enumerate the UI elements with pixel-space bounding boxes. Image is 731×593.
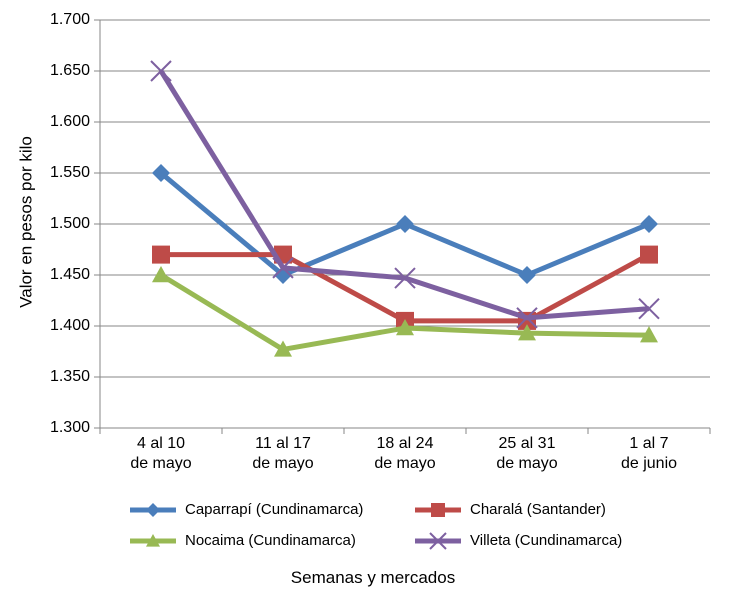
- x-tick-label: 18 al 24 de mayo: [374, 435, 435, 472]
- y-tick-label: 1.350: [50, 368, 90, 385]
- series-layer: [150, 60, 660, 357]
- legend-item: Caparrapí (Cundinamarca): [130, 501, 363, 518]
- x-axis-title: Semanas y mercados: [291, 568, 455, 587]
- x-tick-labels: 4 al 10 de mayo 11 al 17 de mayo 18 al 24 de …: [130, 435, 677, 472]
- data-point-diamond: [396, 215, 414, 233]
- series-line: [161, 252, 651, 324]
- data-point-x: [429, 532, 447, 550]
- y-tick-label: 1.600: [50, 113, 90, 130]
- series-3: [152, 266, 658, 357]
- y-tick-label: 1.450: [50, 266, 90, 283]
- legend: Caparrapí (Cundinamarca) Charalá (Santand…: [130, 501, 622, 550]
- series-1: [152, 164, 658, 284]
- data-point-diamond: [152, 164, 170, 182]
- data-point-diamond: [146, 503, 160, 517]
- y-tick-label: 1.550: [50, 164, 90, 181]
- data-point-x: [394, 267, 416, 289]
- y-tick-label: 1.400: [50, 317, 90, 334]
- legend-label: Caparrapí (Cundinamarca): [185, 501, 363, 518]
- x-tick-label: 11 al 17 de mayo: [252, 435, 313, 472]
- gridlines: [100, 19, 710, 378]
- data-point-diamond: [640, 215, 658, 233]
- data-point-triangle: [152, 266, 170, 283]
- data-point-square: [152, 245, 170, 264]
- axes: [94, 19, 711, 434]
- x-tick-label: 25 al 31 de mayo: [496, 435, 557, 472]
- legend-label: Villeta (Cundinamarca): [470, 532, 622, 549]
- data-point-square: [431, 503, 445, 517]
- legend-label: Charalá (Santander): [470, 501, 606, 518]
- y-tick-label: 1.300: [50, 419, 90, 436]
- series-4: [150, 60, 660, 329]
- y-axis-title: Valor en pesos por kilo: [16, 136, 35, 308]
- legend-item: Nocaima (Cundinamarca): [130, 532, 356, 549]
- x-tick-label: 1 al 7 de junio: [621, 435, 677, 472]
- data-point-x: [516, 307, 538, 329]
- y-tick-label: 1.650: [50, 62, 90, 79]
- y-tick-label: 1.500: [50, 215, 90, 232]
- legend-label: Nocaima (Cundinamarca): [185, 532, 356, 549]
- series-line: [158, 69, 650, 321]
- legend-item: Charalá (Santander): [415, 501, 606, 518]
- data-point-triangle: [146, 534, 160, 547]
- data-point-triangle: [274, 340, 292, 357]
- y-tick-label: 1.700: [50, 11, 90, 28]
- data-point-triangle: [640, 326, 658, 343]
- x-tick-label: 4 al 10 de mayo: [130, 435, 191, 472]
- data-point-triangle: [518, 324, 536, 341]
- data-point-x: [150, 60, 172, 82]
- data-point-triangle: [396, 319, 414, 336]
- data-point-x: [272, 257, 294, 279]
- data-point-diamond: [518, 266, 536, 284]
- data-point-x: [638, 297, 660, 320]
- y-tick-labels: 1.300 1.350 1.400 1.450 1.500 1.550 1.600 1.650…: [50, 11, 90, 436]
- legend-item: Villeta (Cundinamarca): [415, 532, 622, 550]
- data-point-square: [640, 245, 658, 264]
